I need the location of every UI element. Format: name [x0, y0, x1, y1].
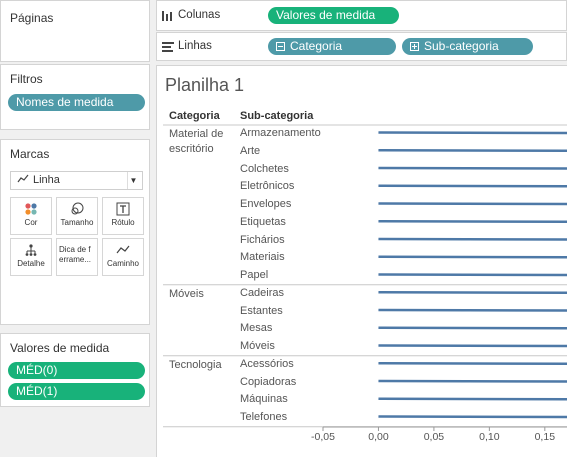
color-button[interactable]: Cor [10, 197, 52, 235]
x-tick-label: -0,05 [311, 431, 335, 443]
columns-shelf: Colunas Valores de medida [156, 0, 567, 31]
subcategory-label: Acessórios [240, 357, 294, 370]
measure-pill-med0[interactable]: MÉD(0) [8, 362, 145, 379]
expand-icon [410, 42, 419, 51]
color-dots-icon [25, 203, 37, 215]
rows-shelf: Linhas Categoria Sub-categoria [156, 32, 567, 61]
columns-icon [162, 11, 172, 21]
mark-type-label: Linha [33, 174, 60, 186]
category-label: Tecnologia [169, 358, 222, 371]
category-label: Móveis [169, 287, 204, 300]
filters-panel: Filtros Nomes de medida [0, 64, 150, 130]
x-tick-label: 0,10 [479, 431, 500, 443]
subcategory-label: Cadeiras [240, 286, 285, 299]
tooltip-button[interactable]: Dica de ferrame... [56, 238, 98, 276]
filter-pill-measure-names[interactable]: Nomes de medida [8, 94, 145, 111]
subcategory-label: Armazenamento [240, 127, 321, 139]
path-line-icon [116, 245, 130, 254]
detail-hierarchy-icon [25, 244, 37, 256]
path-button[interactable]: Caminho [102, 238, 144, 276]
rows-pill-categoria[interactable]: Categoria [268, 38, 396, 55]
measure-values-panel: Valores de medida MÉD(0) MÉD(1) [0, 333, 150, 407]
label-label: Rótulo [111, 218, 135, 227]
text-t-icon [116, 202, 130, 216]
header-categoria: Categoria [169, 110, 220, 122]
subcategory-label: Telefones [240, 411, 288, 423]
marks-title: Marcas [10, 147, 50, 161]
marks-panel: Marcas Linha ▼ Cor Tamanho Rótulo [0, 139, 150, 325]
subcategory-label: Papel [240, 269, 269, 281]
mark-type-dropdown[interactable]: Linha ▼ [10, 171, 143, 190]
rows-pill-subcategoria[interactable]: Sub-categoria [402, 38, 533, 55]
columns-pill-measure-values[interactable]: Valores de medida [268, 7, 399, 24]
detail-label: Detalhe [17, 259, 45, 268]
pages-title: Páginas [10, 11, 54, 25]
subcategory-label: Envelopes [240, 198, 292, 210]
subcategory-label: Eletrônicos [240, 180, 295, 193]
sheet-title: Planilha 1 [165, 75, 245, 95]
subcategory-label: Colchetes [240, 162, 289, 175]
path-label: Caminho [106, 259, 139, 268]
size-label: Tamanho [60, 218, 94, 227]
subcategory-label: Estantes [240, 304, 283, 317]
subcategory-label: Máquinas [240, 393, 288, 406]
x-tick-label: 0,05 [423, 431, 445, 443]
rows-pill-subcategoria-label: Sub-categoria [424, 39, 499, 53]
size-circles-icon [71, 202, 84, 215]
subcategory-label: Fichários [240, 233, 285, 246]
subcategory-label: Etiquetas [240, 215, 286, 228]
subcategory-label: Materiais [240, 251, 285, 264]
subcategory-label: Mesas [240, 322, 273, 335]
x-tick-label: 0,00 [368, 431, 389, 443]
subcategory-label: Móveis [240, 340, 275, 352]
measure-pill-med1[interactable]: MÉD(1) [8, 383, 145, 400]
category-label: Material de escritório [169, 128, 224, 155]
rows-pill-categoria-label: Categoria [290, 39, 343, 53]
line-mark-icon [17, 174, 29, 183]
size-button[interactable]: Tamanho [56, 197, 98, 235]
tooltip-label: Dica de ferrame... [59, 245, 92, 264]
pages-panel: Páginas [0, 0, 150, 62]
color-label: Cor [24, 218, 38, 227]
columns-label: Colunas [178, 9, 221, 21]
filters-title: Filtros [10, 72, 43, 86]
detail-button[interactable]: Detalhe [10, 238, 52, 276]
label-button[interactable]: Rótulo [102, 197, 144, 235]
collapse-icon [276, 42, 285, 51]
chevron-down-icon: ▼ [127, 172, 139, 189]
subcategory-label: Copiadoras [240, 375, 297, 388]
measure-values-title: Valores de medida [10, 341, 110, 355]
rows-label: Linhas [178, 40, 212, 52]
rows-icon [162, 42, 174, 52]
worksheet-area: Planilha 1 [156, 65, 567, 457]
header-subcategoria: Sub-categoria [240, 110, 314, 122]
subcategory-label: Arte [240, 144, 261, 157]
x-tick-label: 0,15 [534, 431, 556, 443]
